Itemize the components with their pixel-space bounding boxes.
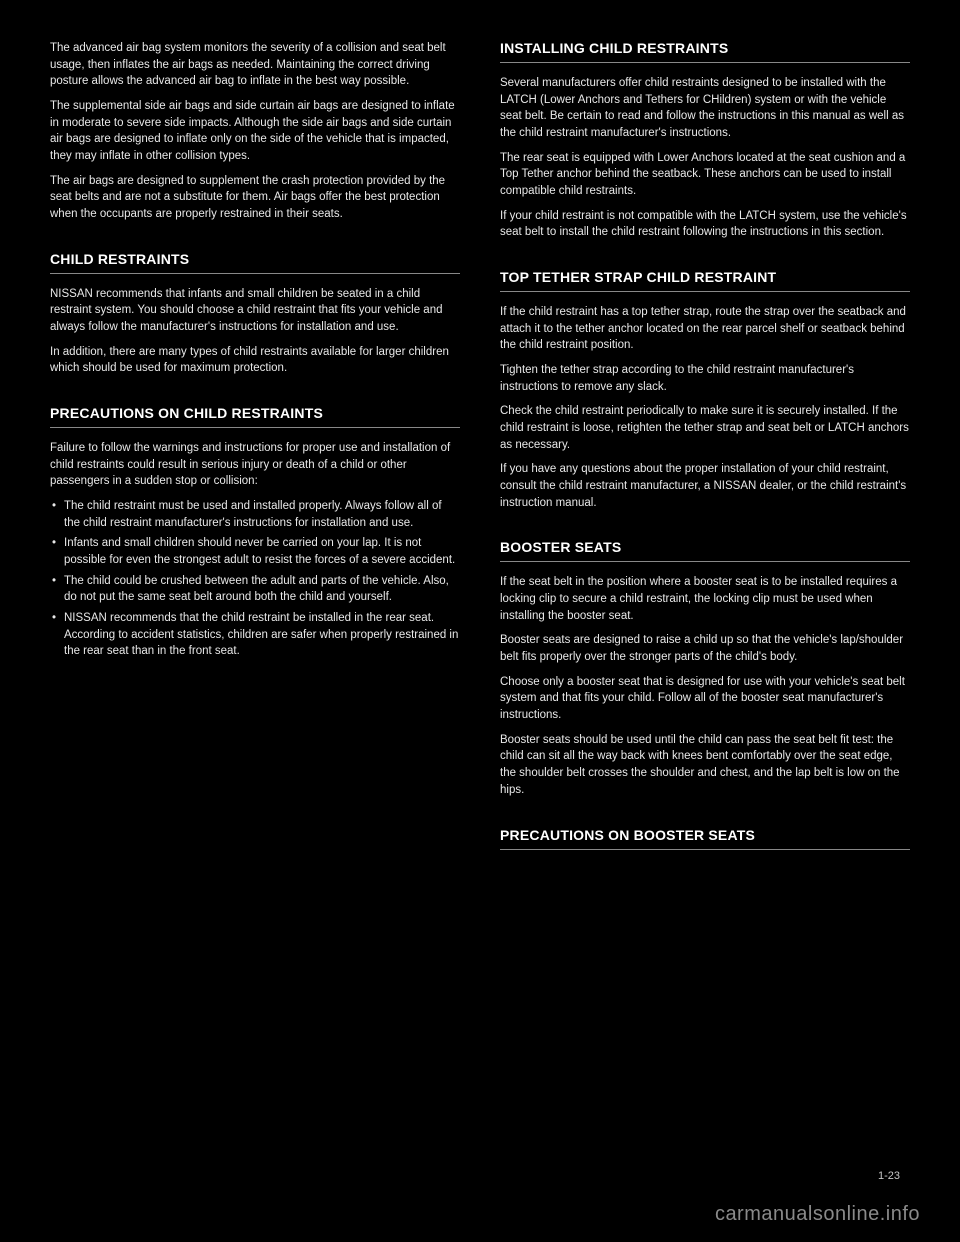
top-tether-p1: If the child restraint has a top tether … <box>500 304 910 354</box>
section-booster-seats: BOOSTER SEATS <box>500 539 910 562</box>
section-top-tether: TOP TETHER STRAP CHILD RESTRAINT <box>500 269 910 292</box>
booster-p4: Booster seats should be used until the c… <box>500 732 910 799</box>
precautions-child-b4: NISSAN recommends that the child restrai… <box>50 610 460 660</box>
booster-p3: Choose only a booster seat that is desig… <box>500 674 910 724</box>
left-column: The advanced air bag system monitors the… <box>50 40 460 862</box>
booster-p2: Booster seats are designed to raise a ch… <box>500 632 910 665</box>
precautions-child-b3: The child could be crushed between the a… <box>50 573 460 606</box>
section-precautions-booster: PRECAUTIONS ON BOOSTER SEATS <box>500 827 910 850</box>
footer-watermark: carmanualsonline.info <box>715 1203 920 1226</box>
precautions-child-p1: Failure to follow the warnings and instr… <box>50 440 460 490</box>
child-restraints-p1: NISSAN recommends that infants and small… <box>50 286 460 336</box>
top-tether-p3: Check the child restraint periodically t… <box>500 403 910 453</box>
section-installing-child: INSTALLING CHILD RESTRAINTS <box>500 40 910 63</box>
right-column: INSTALLING CHILD RESTRAINTS Several manu… <box>500 40 910 862</box>
booster-p1: If the seat belt in the position where a… <box>500 574 910 624</box>
child-restraints-p2: In addition, there are many types of chi… <box>50 344 460 377</box>
intro-para-1: The advanced air bag system monitors the… <box>50 40 460 90</box>
installing-child-p2: The rear seat is equipped with Lower Anc… <box>500 150 910 200</box>
precautions-child-b1: The child restraint must be used and ins… <box>50 498 460 531</box>
section-precautions-child: PRECAUTIONS ON CHILD RESTRAINTS <box>50 405 460 428</box>
intro-para-2: The supplemental side air bags and side … <box>50 98 460 165</box>
top-tether-p4: If you have any questions about the prop… <box>500 461 910 511</box>
installing-child-p1: Several manufacturers offer child restra… <box>500 75 910 142</box>
installing-child-p3: If your child restraint is not compatibl… <box>500 208 910 241</box>
section-child-restraints: CHILD RESTRAINTS <box>50 251 460 274</box>
precautions-child-b2: Infants and small children should never … <box>50 535 460 568</box>
intro-para-3: The air bags are designed to supplement … <box>50 173 460 223</box>
page-container: The advanced air bag system monitors the… <box>0 0 960 902</box>
page-number: 1-23 <box>878 1170 900 1182</box>
top-tether-p2: Tighten the tether strap according to th… <box>500 362 910 395</box>
